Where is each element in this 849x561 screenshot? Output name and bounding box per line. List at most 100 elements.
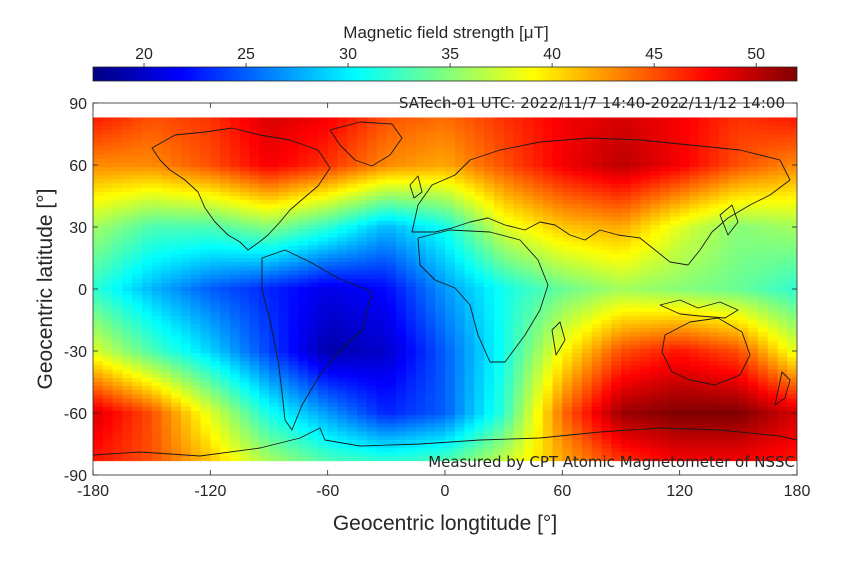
heatmap-cell [670,138,680,143]
heatmap-cell [504,332,514,337]
heatmap-cell [641,208,651,213]
heatmap-cell [132,275,142,280]
heatmap-cell [328,303,338,308]
heatmap-cell [660,324,670,329]
heatmap-cell [328,266,338,271]
heatmap-cell [406,237,416,242]
heatmap-cell [641,341,651,346]
heatmap-cell [680,246,690,251]
heatmap-cell [181,370,191,375]
heatmap-cell [543,151,553,156]
heatmap-cell [240,151,250,156]
heatmap-cell [660,283,670,288]
heatmap-cell [465,117,475,122]
heatmap-cell [220,254,230,259]
heatmap-cell [572,287,582,292]
heatmap-cell [641,188,651,193]
heatmap-cell [249,316,259,321]
heatmap-cell [435,399,445,404]
heatmap-cell [787,370,797,375]
heatmap-cell [474,303,484,308]
heatmap-cell [103,179,113,184]
heatmap-cell [103,374,113,379]
heatmap-cell [719,184,729,189]
heatmap-cell [337,213,347,218]
heatmap-cell [249,233,259,238]
heatmap-cell [113,138,123,143]
heatmap-cell [601,341,611,346]
heatmap-cell [122,328,132,333]
heatmap-cell [758,262,768,267]
heatmap-cell [122,275,132,280]
heatmap-cell [513,295,523,300]
heatmap-cell [396,213,406,218]
heatmap-cell [181,171,191,176]
heatmap-cell [406,171,416,176]
heatmap-cell [416,237,426,242]
heatmap-cell [689,151,699,156]
heatmap-cell [308,365,318,370]
heatmap-cell [416,175,426,180]
heatmap-cell [377,134,387,139]
heatmap-cell [748,361,758,366]
heatmap-cell [289,303,299,308]
heatmap-cell [513,246,523,251]
heatmap-cell [562,241,572,246]
heatmap-cell [357,357,367,362]
heatmap-cell [523,361,533,366]
heatmap-cell [611,287,621,292]
heatmap-cell [93,229,103,234]
heatmap-cell [680,328,690,333]
heatmap-cell [523,262,533,267]
heatmap-cell [357,196,367,201]
heatmap-cell [367,254,377,259]
heatmap-cell [425,151,435,156]
heatmap-cell [670,192,680,197]
heatmap-cell [113,279,123,284]
heatmap-cell [230,146,240,151]
heatmap-cell [680,179,690,184]
heatmap-cell [181,246,191,251]
heatmap-cell [484,192,494,197]
heatmap-cell [230,349,240,354]
heatmap-cell [201,167,211,172]
heatmap-cell [504,241,514,246]
heatmap-cell [455,390,465,395]
heatmap-cell [699,213,709,218]
heatmap-cell [621,262,631,267]
heatmap-cell [494,374,504,379]
heatmap-cell [738,196,748,201]
heatmap-cell [93,179,103,184]
heatmap-cell [425,353,435,358]
heatmap-cell [367,237,377,242]
heatmap-cell [289,237,299,242]
heatmap-cell [113,179,123,184]
heatmap-cell [328,320,338,325]
heatmap-cell [680,151,690,156]
heatmap-cell [367,171,377,176]
heatmap-cell [729,250,739,255]
heatmap-cell [230,399,240,404]
heatmap-cell [592,299,602,304]
heatmap-cell [562,208,572,213]
heatmap-cell [445,270,455,275]
heatmap-cell [416,370,426,375]
heatmap-cell [152,378,162,383]
heatmap-cell [171,167,181,172]
heatmap-cell [572,357,582,362]
heatmap-cell [142,308,152,313]
heatmap-cell [758,374,768,379]
heatmap-cell [367,221,377,226]
heatmap-cell [611,155,621,160]
heatmap-cell [308,357,318,362]
heatmap-cell [680,188,690,193]
heatmap-cell [631,353,641,358]
heatmap-cell [191,204,201,209]
heatmap-cell [259,328,269,333]
heatmap-cell [738,130,748,135]
heatmap-cell [161,171,171,176]
heatmap-cell [572,184,582,189]
heatmap-cell [318,287,328,292]
heatmap-cell [347,258,357,263]
heatmap-cell [386,171,396,176]
